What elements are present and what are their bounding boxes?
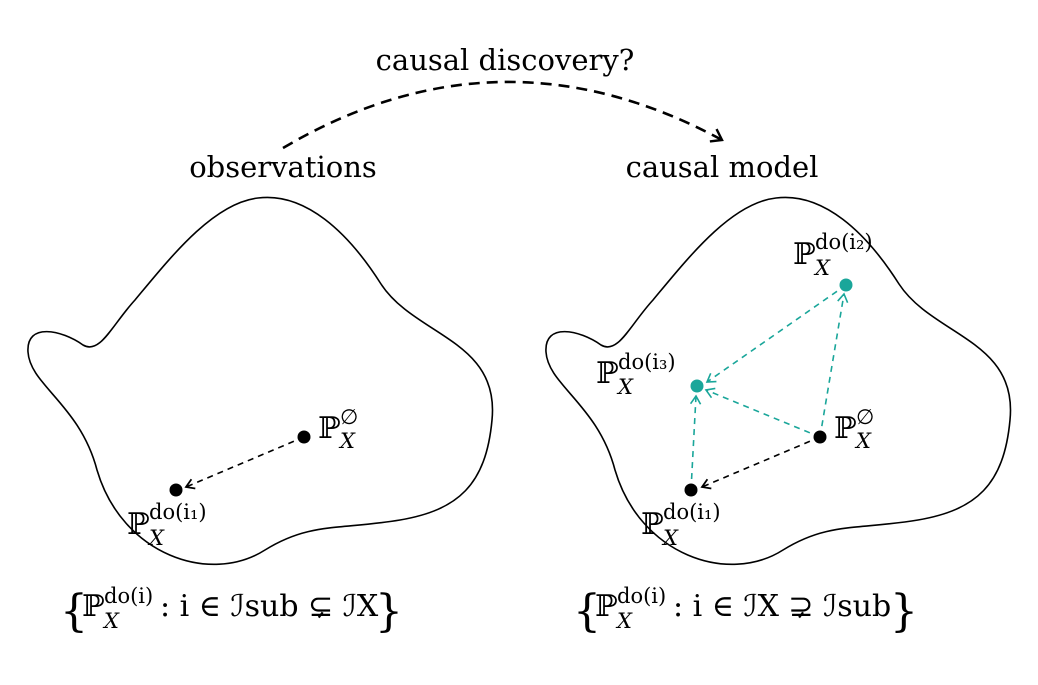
left-set-sub: X (102, 609, 120, 633)
discovery-arrow (282, 80, 724, 150)
right-obs-sup: ∅ (856, 405, 874, 429)
right-edge-obs-to-int2 (819, 292, 849, 438)
right-set-sub: X (615, 609, 633, 633)
right-set-symbol: ℙ (595, 589, 618, 624)
left-set-symbol: ℙ (82, 589, 105, 624)
right-set-close-brace: } (890, 586, 918, 637)
left-set-condition: : i ∈ ℐsub ⊊ ℐX (160, 589, 379, 624)
right-node-observational (813, 430, 827, 444)
left-obs-sub: X (338, 429, 356, 453)
left-obs-sup: ∅ (340, 405, 358, 429)
right-int1-label: ℙ (641, 507, 664, 542)
right-obs-sub: X (854, 429, 872, 453)
left-int1-sup: do(i₁) (149, 500, 207, 524)
left-heading: observations (189, 150, 377, 184)
right-set-open-brace: { (573, 586, 601, 637)
right-int2-sup: do(i₂) (815, 230, 873, 254)
right-int2-label: ℙ (793, 237, 816, 272)
left-edge-obs-to-int1 (184, 436, 305, 490)
right-edge-obs-to-int3 (704, 387, 821, 438)
left-blob (27, 196, 494, 566)
right-int1-sup: do(i₁) (663, 500, 721, 524)
right-int3-sup: do(i₃) (618, 350, 676, 374)
left-set-sup: do(i) (104, 584, 153, 608)
right-set-sup: do(i) (617, 584, 666, 608)
right-int1-sub: X (661, 526, 679, 550)
right-edge-int1-to-int3 (689, 394, 702, 491)
right-node-intervention-1 (684, 483, 698, 497)
right-node-intervention-2 (839, 278, 853, 292)
right-int3-sub: X (616, 375, 634, 399)
right-node-intervention-3 (690, 379, 704, 393)
left-node-observational (297, 430, 311, 444)
right-int3-label: ℙ (596, 356, 619, 391)
left-set-open-brace: { (60, 586, 88, 637)
right-heading: causal model (626, 150, 819, 184)
right-int2-sub: X (813, 256, 831, 280)
right-obs-label: ℙ (834, 411, 857, 446)
right-edge-obs-to-int1 (700, 436, 821, 490)
right-set-condition: : i ∈ ℐX ⊋ ℐsub (673, 589, 891, 624)
right-blob (545, 196, 1012, 566)
left-int1-sub: X (147, 526, 165, 550)
left-obs-label: ℙ (318, 411, 341, 446)
left-set-close-brace: } (375, 586, 403, 637)
left-node-intervention-1 (169, 483, 183, 497)
left-int1-label: ℙ (127, 507, 150, 542)
diagram-title: causal discovery? (376, 43, 635, 77)
right-edge-int2-to-int3 (705, 284, 847, 383)
